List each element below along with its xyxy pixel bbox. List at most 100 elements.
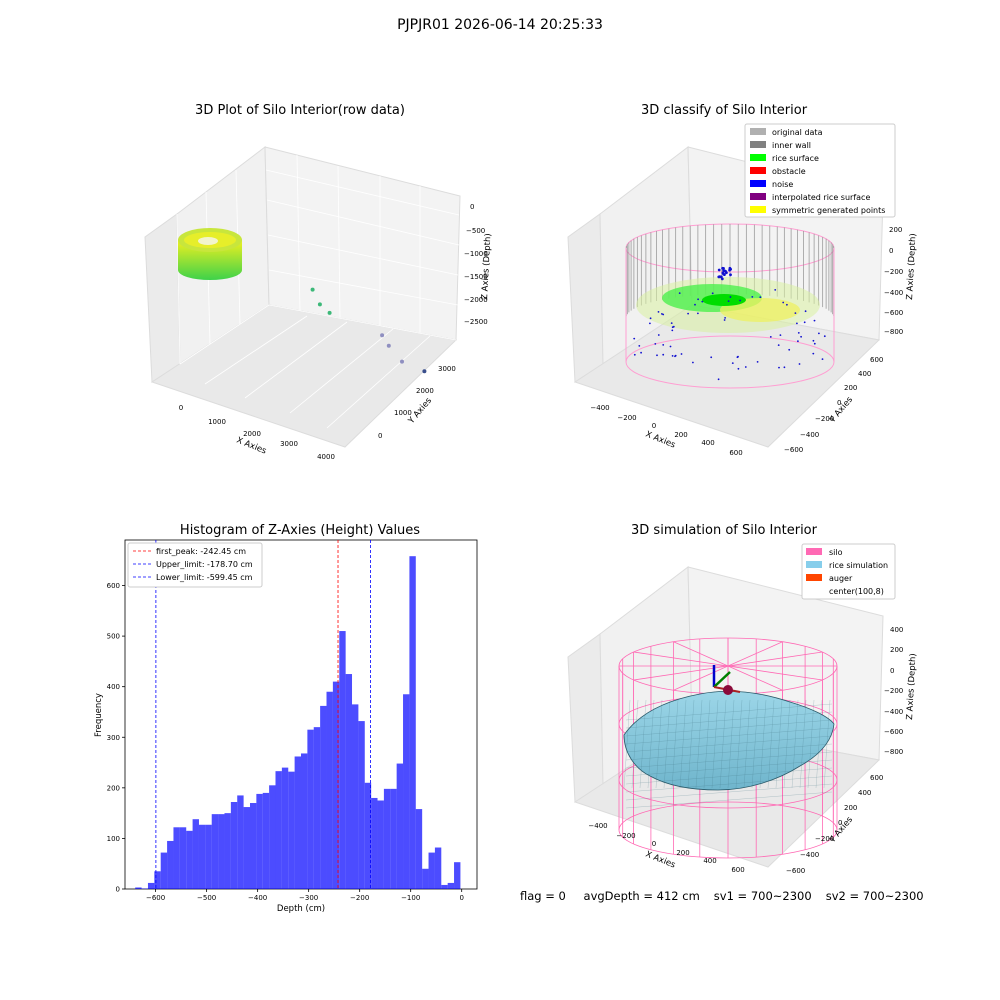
p2-noise-point: [720, 277, 724, 281]
p3-bar: [179, 827, 187, 889]
p2-y-tick: −600: [784, 446, 803, 454]
p2-noise-point: [671, 329, 674, 332]
p3-bar: [352, 704, 359, 889]
p3-bar: [249, 803, 257, 889]
p3-legend-frame: [127, 542, 263, 588]
p2-legend-label: noise: [772, 180, 793, 189]
p4-mesh-line: [799, 699, 807, 789]
p4-mesh-line: [703, 699, 711, 789]
p3-bar: [211, 814, 219, 889]
p2-legend-frame: [744, 123, 896, 218]
p4-x-tick: −400: [588, 822, 607, 830]
p3-x-tick: −600: [146, 894, 165, 902]
p2-x-tick: 600: [729, 449, 742, 457]
p3-x-tick: −400: [248, 894, 267, 902]
p3-bar: [205, 824, 212, 889]
p2-noise-point: [727, 300, 730, 302]
p2-noise-point: [812, 339, 815, 342]
p3-bar: [243, 807, 250, 889]
p2-noise-point: [823, 335, 826, 338]
p2-legend-swatch: [750, 167, 766, 174]
p4-y-tick: −600: [786, 867, 805, 875]
p2-legend-label: symmetric generated points: [772, 206, 885, 215]
p2-noise-point: [744, 366, 747, 368]
p4-mesh-line: [631, 699, 639, 789]
p3-bar: [358, 721, 365, 889]
p3-bar: [294, 756, 301, 889]
p2-noise-point: [812, 352, 815, 355]
p4-x-tick: 0: [652, 840, 656, 848]
p1-pane-left: [144, 213, 181, 383]
p3-x-tick: −100: [401, 894, 420, 902]
p2-noise-point: [687, 312, 689, 315]
p1-x-tick: 1000: [208, 418, 226, 426]
p3-bar: [403, 694, 410, 889]
p4-mesh-line: [625, 727, 833, 745]
status-sv2: sv2 = 700~2300: [825, 889, 924, 903]
p1-z-label: Z Axies (Depth): [480, 233, 493, 300]
p3-bar: [173, 827, 180, 889]
p3-y-tick: 500: [107, 633, 120, 641]
p3-legend-label: Lower_limit: -599.45 cm: [156, 573, 253, 582]
p1-x-tick: 4000: [317, 453, 335, 461]
p4-mesh-line: [647, 699, 655, 789]
p2-noise-point: [701, 300, 704, 303]
p1-point: [327, 310, 332, 315]
p4-y-tick: −400: [800, 851, 819, 859]
p2-x-tick: 400: [701, 439, 714, 447]
p4-mesh-line: [655, 699, 663, 789]
p1-point: [422, 369, 427, 374]
p2-noise-point: [662, 344, 665, 346]
p2-legend-label: rice surface: [772, 154, 819, 163]
p2-noise-point: [724, 317, 726, 319]
p2-x-tick: 0: [652, 422, 656, 430]
p4-x-tick: −200: [616, 832, 635, 840]
p4-mesh-line: [625, 775, 833, 793]
p1-x-label: X Axies: [235, 436, 268, 457]
p4-wire-line: [727, 665, 823, 681]
status-sv1: sv1 = 700~2300: [713, 889, 812, 903]
p3-bar: [281, 767, 289, 889]
p4-wire-line: [673, 641, 729, 667]
p3-bar: [396, 763, 404, 889]
p2-legend-label: obstacle: [772, 167, 806, 176]
p4-mesh-line: [735, 699, 743, 789]
p2-z-label: Z Axies (Depth): [905, 233, 918, 300]
p3-bar: [262, 792, 270, 889]
p2-legend-label: interpolated rice surface: [772, 193, 870, 202]
p2-y-tick: −400: [800, 431, 819, 439]
p2-noise-point: [782, 301, 785, 304]
p4-mesh-line: [625, 735, 833, 753]
status-flag: flag = 0: [520, 889, 566, 903]
p4-wire-line: [633, 651, 729, 667]
p2-noise-point: [821, 358, 824, 360]
plot2-title: 3D classify of Silo Interior: [640, 103, 808, 118]
p2-noise-point: [656, 354, 658, 357]
p4-mesh-line: [719, 699, 727, 789]
p2-y-tick: 600: [870, 356, 883, 364]
p4-x-tick: 400: [703, 857, 716, 865]
status-avg-depth: avgDepth = 412 cm: [583, 889, 700, 903]
p2-x-tick: −200: [617, 414, 636, 422]
p4-mesh-line: [775, 699, 783, 789]
p2-noise-point: [669, 345, 672, 348]
p4-legend-frame: [801, 543, 896, 600]
p2-noise-point: [657, 311, 660, 313]
p2-legend-label: inner wall: [772, 141, 811, 150]
p4-legend-label: silo: [829, 548, 843, 557]
p3-bar: [288, 771, 295, 889]
p3-bar: [326, 691, 333, 889]
p4-z-tick: −800: [884, 748, 903, 756]
p2-noise-point: [797, 332, 800, 334]
p3-bar: [415, 809, 423, 889]
p2-noise-point: [803, 321, 806, 324]
p1-point: [386, 343, 391, 348]
p2-noise-point: [798, 363, 801, 365]
p4-y-tick: 0: [838, 819, 842, 827]
p4-z-tick: −200: [884, 687, 903, 695]
p3-y-tick: 300: [107, 734, 120, 742]
p4-mesh-line: [751, 699, 759, 789]
p2-noise-point: [711, 292, 714, 295]
p3-bar: [198, 824, 206, 889]
p4-y-tick: −200: [815, 835, 834, 843]
